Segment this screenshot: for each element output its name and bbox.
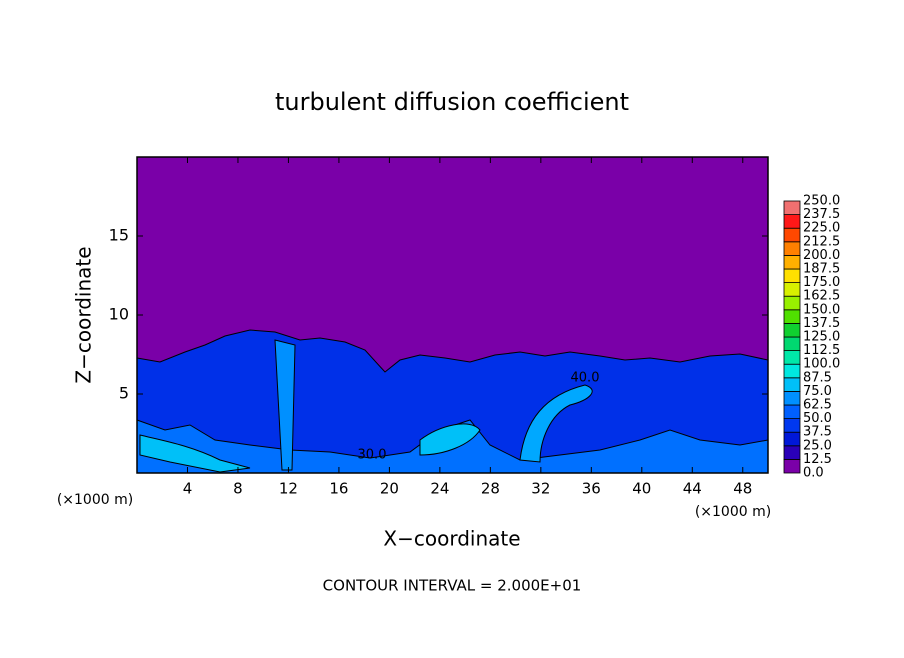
colorbar-label: 225.0 <box>803 221 840 236</box>
y-tick-label: 10 <box>109 305 129 324</box>
colorbar-box <box>783 363 801 379</box>
colorbar-label: 125.0 <box>803 330 840 345</box>
colorbar-label: 200.0 <box>803 248 840 263</box>
colorbar-box <box>783 390 801 406</box>
x-axis-label: X−coordinate <box>383 527 520 551</box>
colorbar-box <box>783 458 801 474</box>
x-tick-label: 28 <box>481 480 500 498</box>
x-tick-label: 36 <box>582 480 601 498</box>
x-tick-label: 48 <box>733 480 752 498</box>
colorbar-label: 112.5 <box>803 343 840 358</box>
x-tick-label: 40 <box>632 480 651 498</box>
colorbar-box <box>783 431 801 447</box>
colorbar-label: 50.0 <box>803 411 832 426</box>
footnote: CONTOUR INTERVAL = 2.000E+01 <box>323 577 582 595</box>
x-tick-label: 16 <box>329 480 348 498</box>
colorbar-box <box>783 309 801 324</box>
colorbar-box <box>783 282 801 297</box>
x-tick-label: 44 <box>683 480 702 498</box>
colorbar-box <box>783 350 801 365</box>
colorbar-label: 0.0 <box>803 466 824 481</box>
colorbar-label: 25.0 <box>803 438 832 453</box>
x-tick-label: 4 <box>183 480 193 498</box>
colorbar-box <box>783 336 801 352</box>
colorbar-label: 187.5 <box>803 262 840 277</box>
colorbar-box <box>783 295 801 311</box>
colorbar-label: 212.5 <box>803 234 840 249</box>
x-tick-label: 32 <box>531 480 550 498</box>
colorbar-label: 237.5 <box>803 207 840 222</box>
colorbar-label: 75.0 <box>803 384 832 399</box>
colorbar-label: 150.0 <box>803 302 840 317</box>
core-patch <box>274 339 296 471</box>
core-patch <box>139 434 251 473</box>
x-tick-label: 24 <box>430 480 449 498</box>
colorbar-box <box>783 200 801 216</box>
chart-title: turbulent diffusion coefficient <box>275 88 629 116</box>
colorbar-label: 12.5 <box>803 452 832 467</box>
x-tick-label: 20 <box>380 480 399 498</box>
colorbar-box <box>783 445 801 460</box>
x-tick-label: 8 <box>233 480 243 498</box>
colorbar-label: 62.5 <box>803 398 832 413</box>
colorbar-box <box>783 418 801 433</box>
colorbar-label: 100.0 <box>803 357 840 372</box>
colorbar-box <box>783 227 801 243</box>
colorbar-label: 250.0 <box>803 194 840 209</box>
colorbar-label: 162.5 <box>803 289 840 304</box>
contour-label: 40.0 <box>571 371 600 386</box>
colorbar-box <box>783 404 801 420</box>
x-unit: (×1000 m) <box>57 492 133 508</box>
contour-field <box>136 157 769 474</box>
colorbar-box <box>783 241 801 256</box>
colorbar-label: 137.5 <box>803 316 840 331</box>
y-axis-label: Z−coordinate <box>72 246 96 383</box>
core-patch <box>519 384 593 463</box>
y-tick-label: 15 <box>109 226 129 245</box>
contour-label: 30.0 <box>358 448 387 463</box>
x-tick-label: 12 <box>279 480 298 498</box>
colorbar-label: 87.5 <box>803 370 832 385</box>
colorbar-box <box>783 214 801 229</box>
core-patch <box>419 423 481 456</box>
x-unit: (×1000 m) <box>695 504 771 520</box>
colorbar-box <box>783 254 801 270</box>
colorbar-label: 175.0 <box>803 275 840 290</box>
colorbar-box <box>783 377 801 392</box>
colorbar-box <box>783 322 801 338</box>
colorbar-label: 37.5 <box>803 425 832 440</box>
y-tick-label: 5 <box>119 384 129 403</box>
colorbar-box <box>783 268 801 284</box>
